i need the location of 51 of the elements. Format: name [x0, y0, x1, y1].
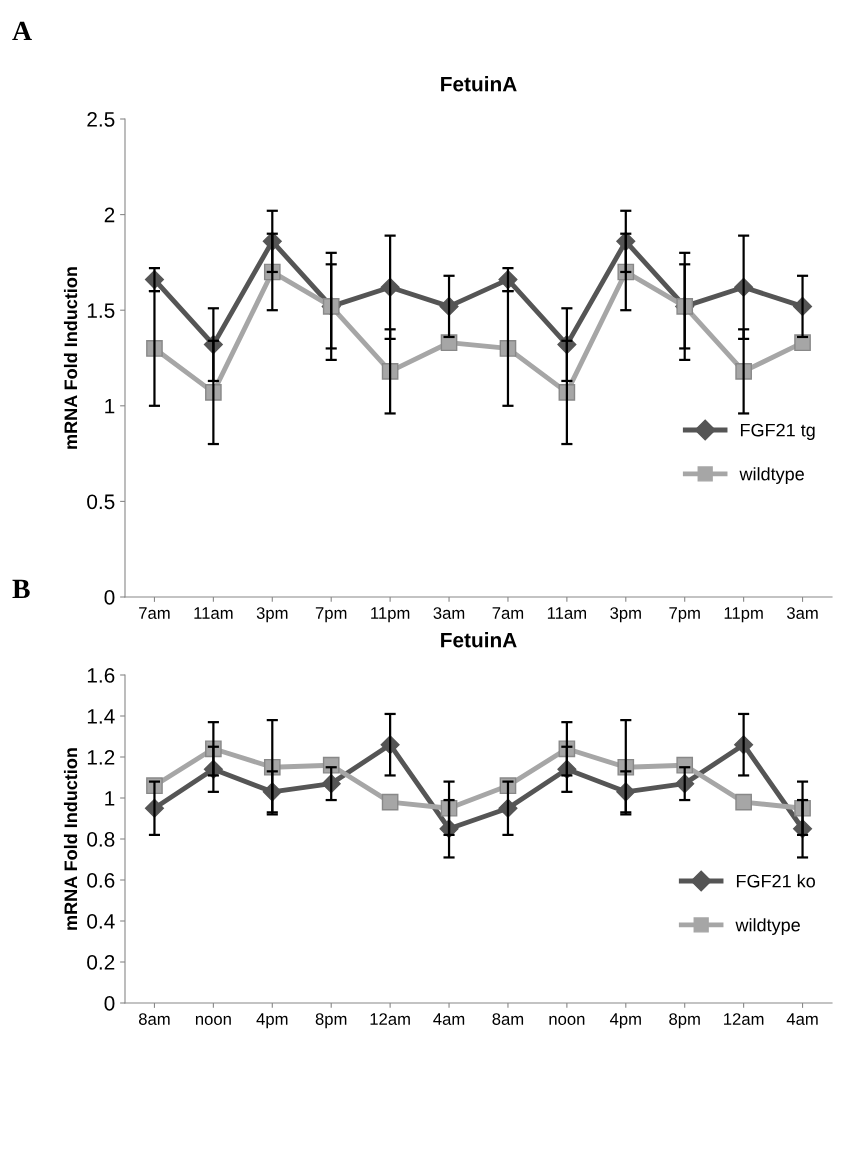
x-tick-label: 12am	[370, 1013, 410, 1025]
x-tick-label: 7pm	[315, 607, 347, 623]
x-tick-label: noon	[549, 1015, 585, 1025]
x-tick-label: 4am	[433, 1013, 465, 1025]
text: A	[12, 21, 32, 40]
y-tick-label: 1.4	[87, 709, 115, 724]
y-axis-title: mRNA Fold Induction	[63, 748, 78, 930]
x-tick-label: 7pm	[669, 607, 700, 623]
y-tick-label: 0.4	[87, 914, 115, 929]
x-tick-label: 7am	[492, 607, 524, 619]
chart-title: FetuinA	[441, 76, 517, 92]
y-tick-label: 1.6	[87, 668, 115, 683]
y-tick-label: 2	[104, 207, 115, 223]
y-tick-label: 0	[104, 590, 115, 605]
point	[381, 793, 399, 811]
x-tick-label: 11am	[547, 607, 587, 619]
x-tick-label: 3am	[786, 607, 818, 619]
y-tick-label: 1.2	[87, 750, 115, 765]
x-tick-label: 11pm	[371, 607, 410, 623]
legend-label: FGF21 ko	[736, 874, 815, 888]
x-tick-label: 7am	[139, 607, 170, 619]
chart-title: FetuinA	[441, 632, 517, 648]
x-tick-label: 8pm	[315, 1013, 347, 1029]
text: B	[12, 579, 30, 599]
y-tick-label: 1	[105, 791, 115, 806]
x-tick-label: 12am	[724, 1013, 764, 1025]
x-tick-label: 11pm	[724, 607, 763, 623]
x-tick-label: 3pm	[610, 607, 641, 623]
x-tick-label: 4pm	[609, 1013, 641, 1029]
y-axis-title: mRNA Fold Induction	[63, 267, 78, 449]
point	[735, 793, 752, 811]
y-tick-label: 1	[105, 399, 115, 414]
x-tick-label: 4pm	[256, 1013, 288, 1029]
x-tick-label: 3am	[433, 607, 465, 619]
legend-label: wildtype	[735, 918, 800, 935]
x-tick-label: 8pm	[669, 1013, 700, 1029]
x-tick-label: 8am	[138, 1013, 170, 1025]
y-tick-label: 2.5	[87, 112, 115, 127]
y-tick-label: 0	[104, 996, 115, 1011]
x-tick-label: 8am	[492, 1013, 524, 1025]
legend-label: wildtype	[739, 467, 804, 484]
x-tick-label: noon	[195, 1015, 231, 1025]
legend-label: FGF21 tg	[740, 423, 815, 441]
y-tick-label: 0.2	[87, 955, 115, 970]
x-tick-label: 11am	[194, 607, 233, 619]
y-tick-label: 0.6	[87, 873, 115, 888]
x-tick-label: 3pm	[256, 607, 288, 623]
x-tick-label: 4am	[786, 1013, 818, 1025]
y-tick-label: 0.5	[87, 494, 115, 510]
y-tick-label: 0.8	[87, 832, 115, 847]
y-tick-label: 1.5	[87, 303, 115, 318]
